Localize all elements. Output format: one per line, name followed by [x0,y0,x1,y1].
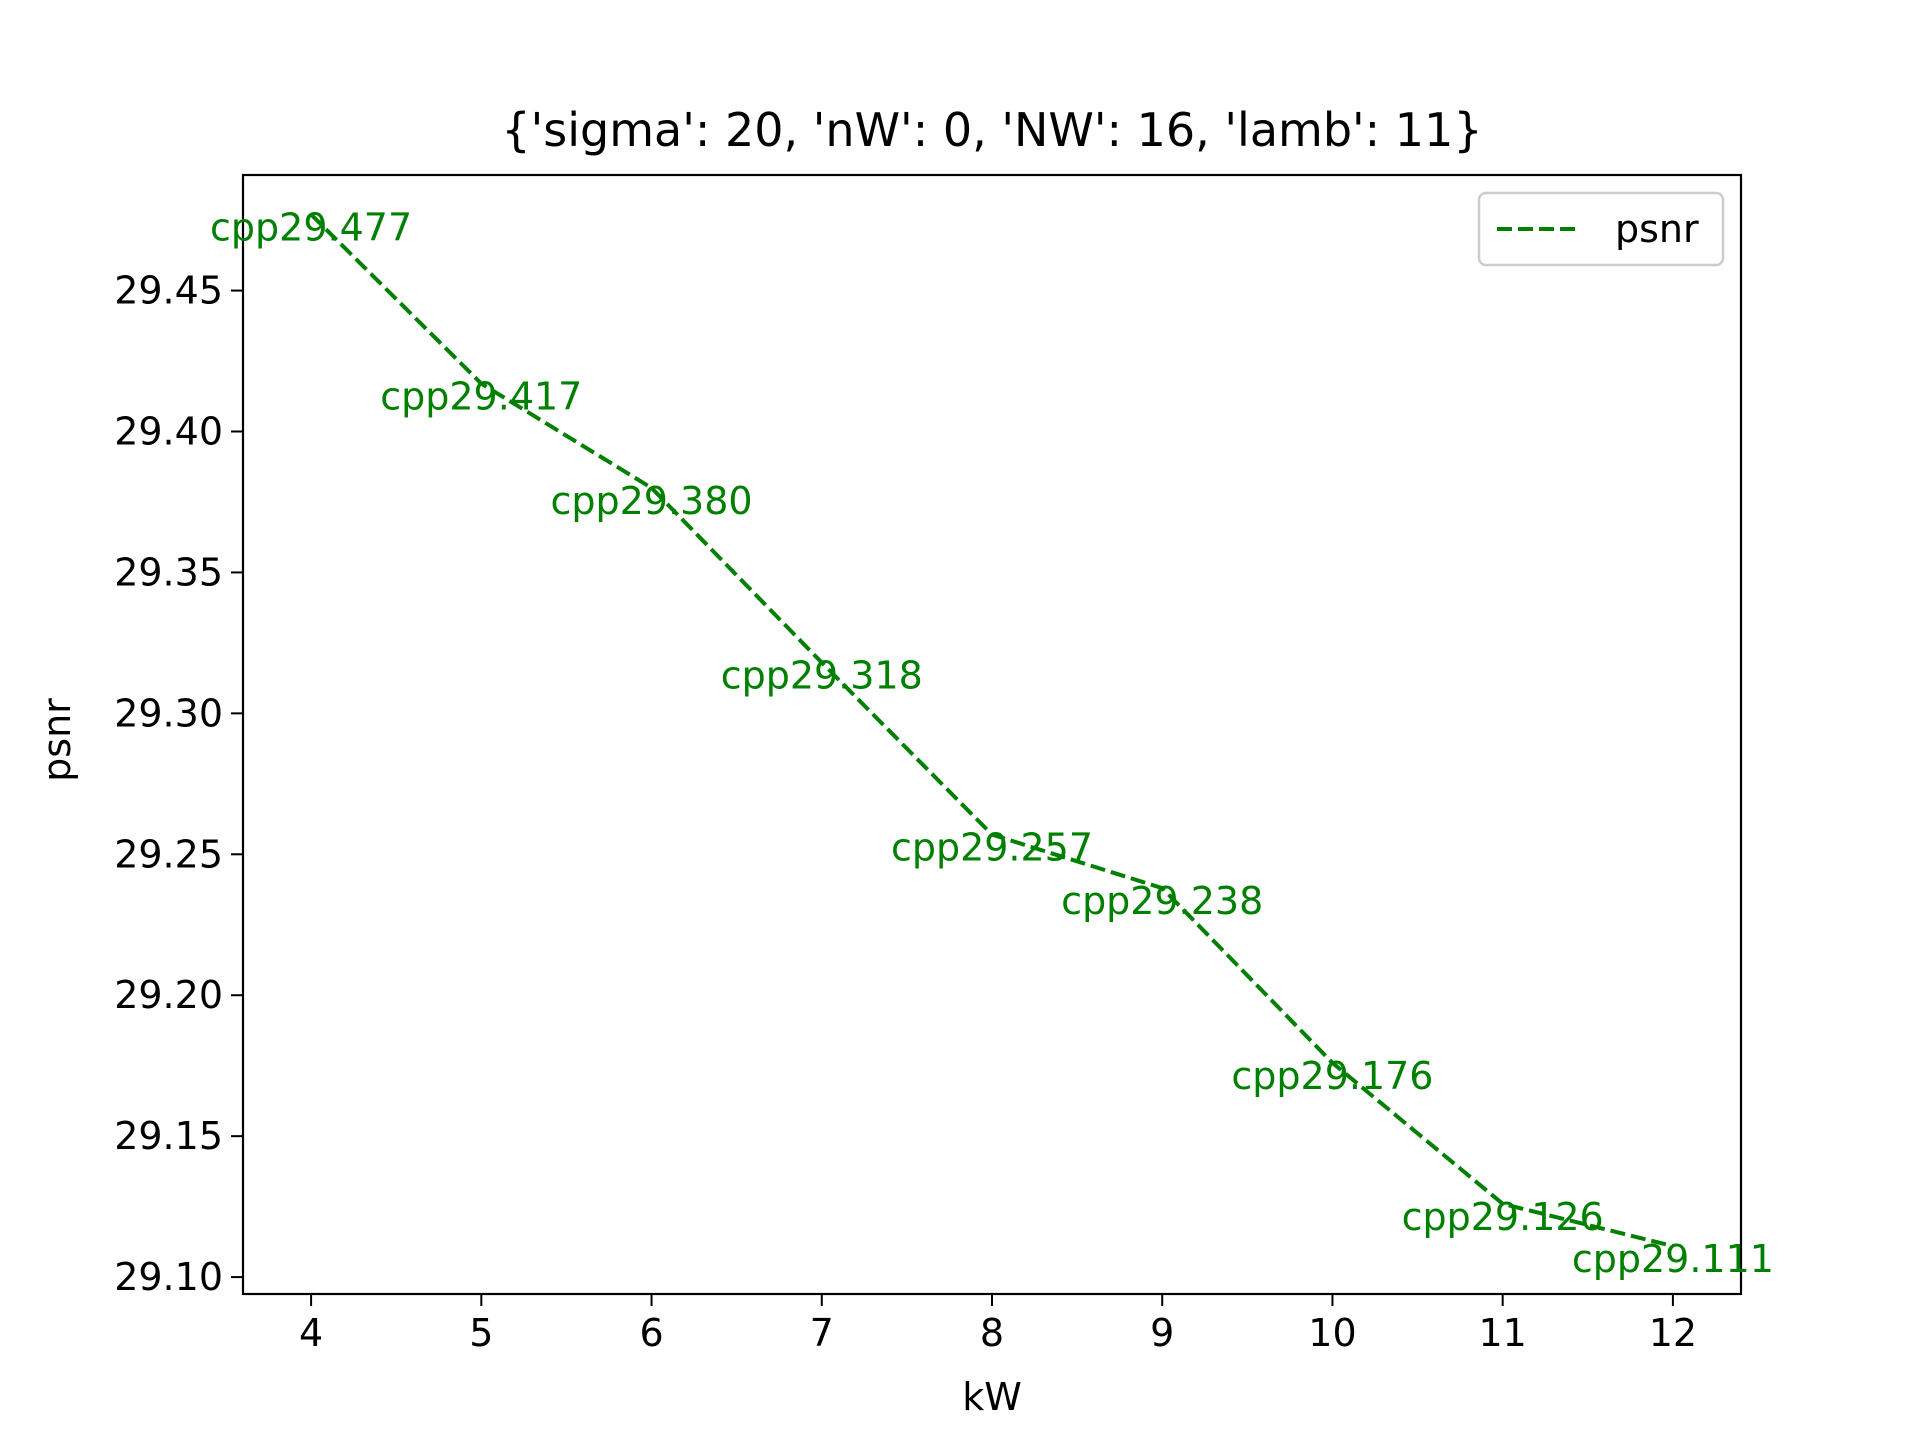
y-tick-label: 29.35 [114,550,223,594]
y-tick-label: 29.30 [114,691,223,735]
x-tick-label: 12 [1649,1311,1697,1355]
data-label: cpp29.380 [550,479,752,523]
x-axis-label: kW [962,1375,1022,1419]
x-tick-label: 7 [810,1311,834,1355]
x-tick-label: 4 [299,1311,323,1355]
data-label: cpp29.257 [891,826,1093,870]
series-line-psnr [309,213,1674,1249]
legend-box [1477,191,1725,267]
x-tick-label: 5 [469,1311,493,1355]
data-label: cpp29.176 [1231,1054,1433,1098]
y-tick-label: 29.20 [114,973,223,1017]
plot-area: 4 5 6 7 8 9 10 11 12 29.10 29.15 29.20 29.25 29.30 29.… [114,173,1774,1355]
x-tick-label: 9 [1150,1311,1174,1355]
x-tick-label: 10 [1308,1311,1356,1355]
x-tick-label: 11 [1479,1311,1527,1355]
y-tick-label: 29.15 [114,1114,223,1158]
y-tick-label: 29.25 [114,832,223,876]
data-label: cpp29.477 [210,205,412,249]
data-label: cpp29.238 [1061,879,1263,923]
y-axis-label: psnr [35,698,79,782]
x-tick-label: 8 [980,1311,1004,1355]
x-tick-label: 6 [639,1311,663,1355]
data-label: cpp29.111 [1572,1237,1774,1281]
data-label: cpp29.417 [380,375,582,419]
legend-label: psnr [1615,207,1699,251]
legend: psnr [1477,191,1725,267]
data-label: cpp29.126 [1402,1195,1604,1239]
chart-title: {'sigma': 20, 'nW': 0, 'NW': 16, 'lamb':… [501,103,1482,157]
data-label: cpp29.318 [721,654,923,698]
y-tick-label: 29.45 [114,269,223,313]
y-tick-label: 29.10 [114,1255,223,1299]
y-tick-label: 29.40 [114,409,223,453]
